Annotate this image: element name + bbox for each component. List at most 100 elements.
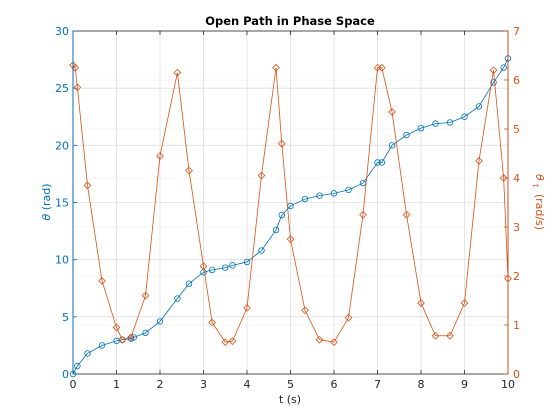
theta-point bbox=[98, 342, 106, 349]
theta-t-point bbox=[417, 299, 425, 307]
left-y-tick-label: 15 bbox=[55, 197, 69, 210]
theta-series bbox=[69, 55, 512, 378]
theta-point bbox=[316, 192, 323, 199]
x-tick-label: 1 bbox=[113, 378, 120, 391]
theta-t-point bbox=[344, 313, 353, 322]
right-y-axis-symbol: θ bbox=[533, 174, 546, 181]
right-y-tick-label: 3 bbox=[513, 221, 520, 234]
theta-t-point bbox=[83, 181, 92, 190]
theta-t-point bbox=[315, 335, 324, 344]
theta-point bbox=[185, 280, 193, 287]
theta-point bbox=[84, 350, 91, 357]
left-y-tick-label: 5 bbox=[62, 311, 69, 324]
theta-point bbox=[374, 159, 381, 166]
x-tick-label: 3 bbox=[200, 378, 207, 391]
theta-t-point bbox=[243, 303, 251, 312]
theta-t-point bbox=[257, 171, 266, 180]
theta-t-point bbox=[286, 235, 295, 244]
theta-point bbox=[272, 226, 280, 234]
right-y-tick-label: 4 bbox=[513, 172, 520, 185]
theta-point bbox=[461, 113, 468, 120]
theta-point bbox=[208, 266, 216, 274]
theta-point bbox=[127, 335, 135, 342]
theta-t-point bbox=[359, 210, 367, 219]
theta-t-point bbox=[156, 152, 164, 160]
right-y-tick-label: 2 bbox=[513, 270, 520, 283]
grid bbox=[72, 30, 509, 375]
left-y-tick-label: 10 bbox=[55, 254, 69, 267]
theta-t-point bbox=[277, 139, 286, 148]
right-y-tick-label: 7 bbox=[513, 25, 520, 38]
theta-t-series bbox=[69, 61, 512, 347]
x-tick-label: 5 bbox=[287, 378, 294, 391]
x-tick-label: 9 bbox=[461, 378, 468, 391]
theta-t-point bbox=[228, 337, 237, 346]
right-y-axis-unit: (rad/s) bbox=[533, 194, 546, 230]
theta-t-point bbox=[73, 83, 82, 92]
theta-t-point bbox=[431, 331, 440, 340]
theta-t-point bbox=[377, 63, 386, 72]
right-y-axis-label: θ t (rad/s) bbox=[530, 174, 546, 230]
theta-t-point bbox=[446, 331, 454, 340]
theta-t-point bbox=[272, 63, 280, 72]
theta-t-point bbox=[499, 174, 508, 182]
theta-point bbox=[388, 142, 396, 149]
chart-title: Open Path in Phase Space bbox=[205, 14, 375, 28]
theta-t-point bbox=[301, 306, 309, 315]
right-y-tick-label: 0 bbox=[513, 368, 520, 381]
theta-t-point bbox=[475, 156, 483, 165]
theta-point bbox=[174, 295, 181, 302]
theta-t-point bbox=[460, 299, 469, 307]
left-y-axis-label: θ (rad) bbox=[40, 183, 53, 220]
theta-t-point bbox=[185, 166, 193, 175]
theta-point bbox=[74, 362, 81, 370]
theta-t-point bbox=[141, 291, 150, 300]
theta-t-line bbox=[72, 65, 509, 343]
right-y-tick-label: 1 bbox=[513, 319, 520, 332]
theta-point bbox=[500, 64, 507, 71]
theta-point bbox=[278, 211, 285, 219]
theta-point bbox=[258, 247, 265, 254]
left-y-tick-label: 30 bbox=[55, 25, 69, 38]
theta-point bbox=[243, 258, 251, 266]
theta-t-point bbox=[199, 262, 208, 271]
theta-point bbox=[142, 329, 149, 337]
theta-point bbox=[330, 190, 338, 197]
theta-point bbox=[432, 120, 439, 127]
theta-point bbox=[222, 264, 229, 271]
left-y-axis-ticks: 0 5 10 15 20 25 30 bbox=[55, 25, 77, 381]
theta-t-point bbox=[127, 333, 135, 342]
left-y-axis-unit: (rad) bbox=[40, 183, 53, 210]
theta-t-point bbox=[402, 210, 411, 219]
theta-point bbox=[378, 159, 386, 166]
x-tick-label: 0 bbox=[70, 378, 77, 391]
right-y-axis-subscript: t bbox=[531, 184, 540, 187]
x-tick-label: 2 bbox=[157, 378, 164, 391]
theta-t-point bbox=[388, 107, 396, 116]
theta-t-point bbox=[330, 338, 338, 347]
theta-point bbox=[229, 262, 236, 269]
x-tick-label: 8 bbox=[418, 378, 425, 391]
x-tick-label: 6 bbox=[331, 378, 338, 391]
theta-point bbox=[301, 195, 309, 203]
theta-point bbox=[403, 131, 410, 139]
theta-t-point bbox=[489, 66, 498, 75]
theta-t-point bbox=[173, 68, 182, 77]
right-y-axis-ticks: 0 1 2 3 4 5 6 7 bbox=[504, 25, 520, 381]
left-y-tick-label: 25 bbox=[55, 82, 69, 95]
left-y-axis-symbol: θ bbox=[40, 214, 53, 221]
x-tick-label: 10 bbox=[501, 378, 515, 391]
x-tick-label: 7 bbox=[374, 378, 381, 391]
theta-point bbox=[490, 79, 497, 86]
theta-point bbox=[475, 103, 483, 110]
right-y-tick-label: 6 bbox=[513, 74, 520, 87]
theta-point bbox=[156, 318, 164, 325]
theta-t-point bbox=[112, 323, 121, 332]
theta-t-point bbox=[118, 335, 127, 344]
theta-t-point bbox=[98, 277, 106, 285]
right-y-tick-label: 5 bbox=[513, 123, 520, 136]
theta-t-point bbox=[208, 318, 217, 327]
theta-point bbox=[417, 124, 425, 132]
x-tick-label: 4 bbox=[244, 378, 251, 391]
